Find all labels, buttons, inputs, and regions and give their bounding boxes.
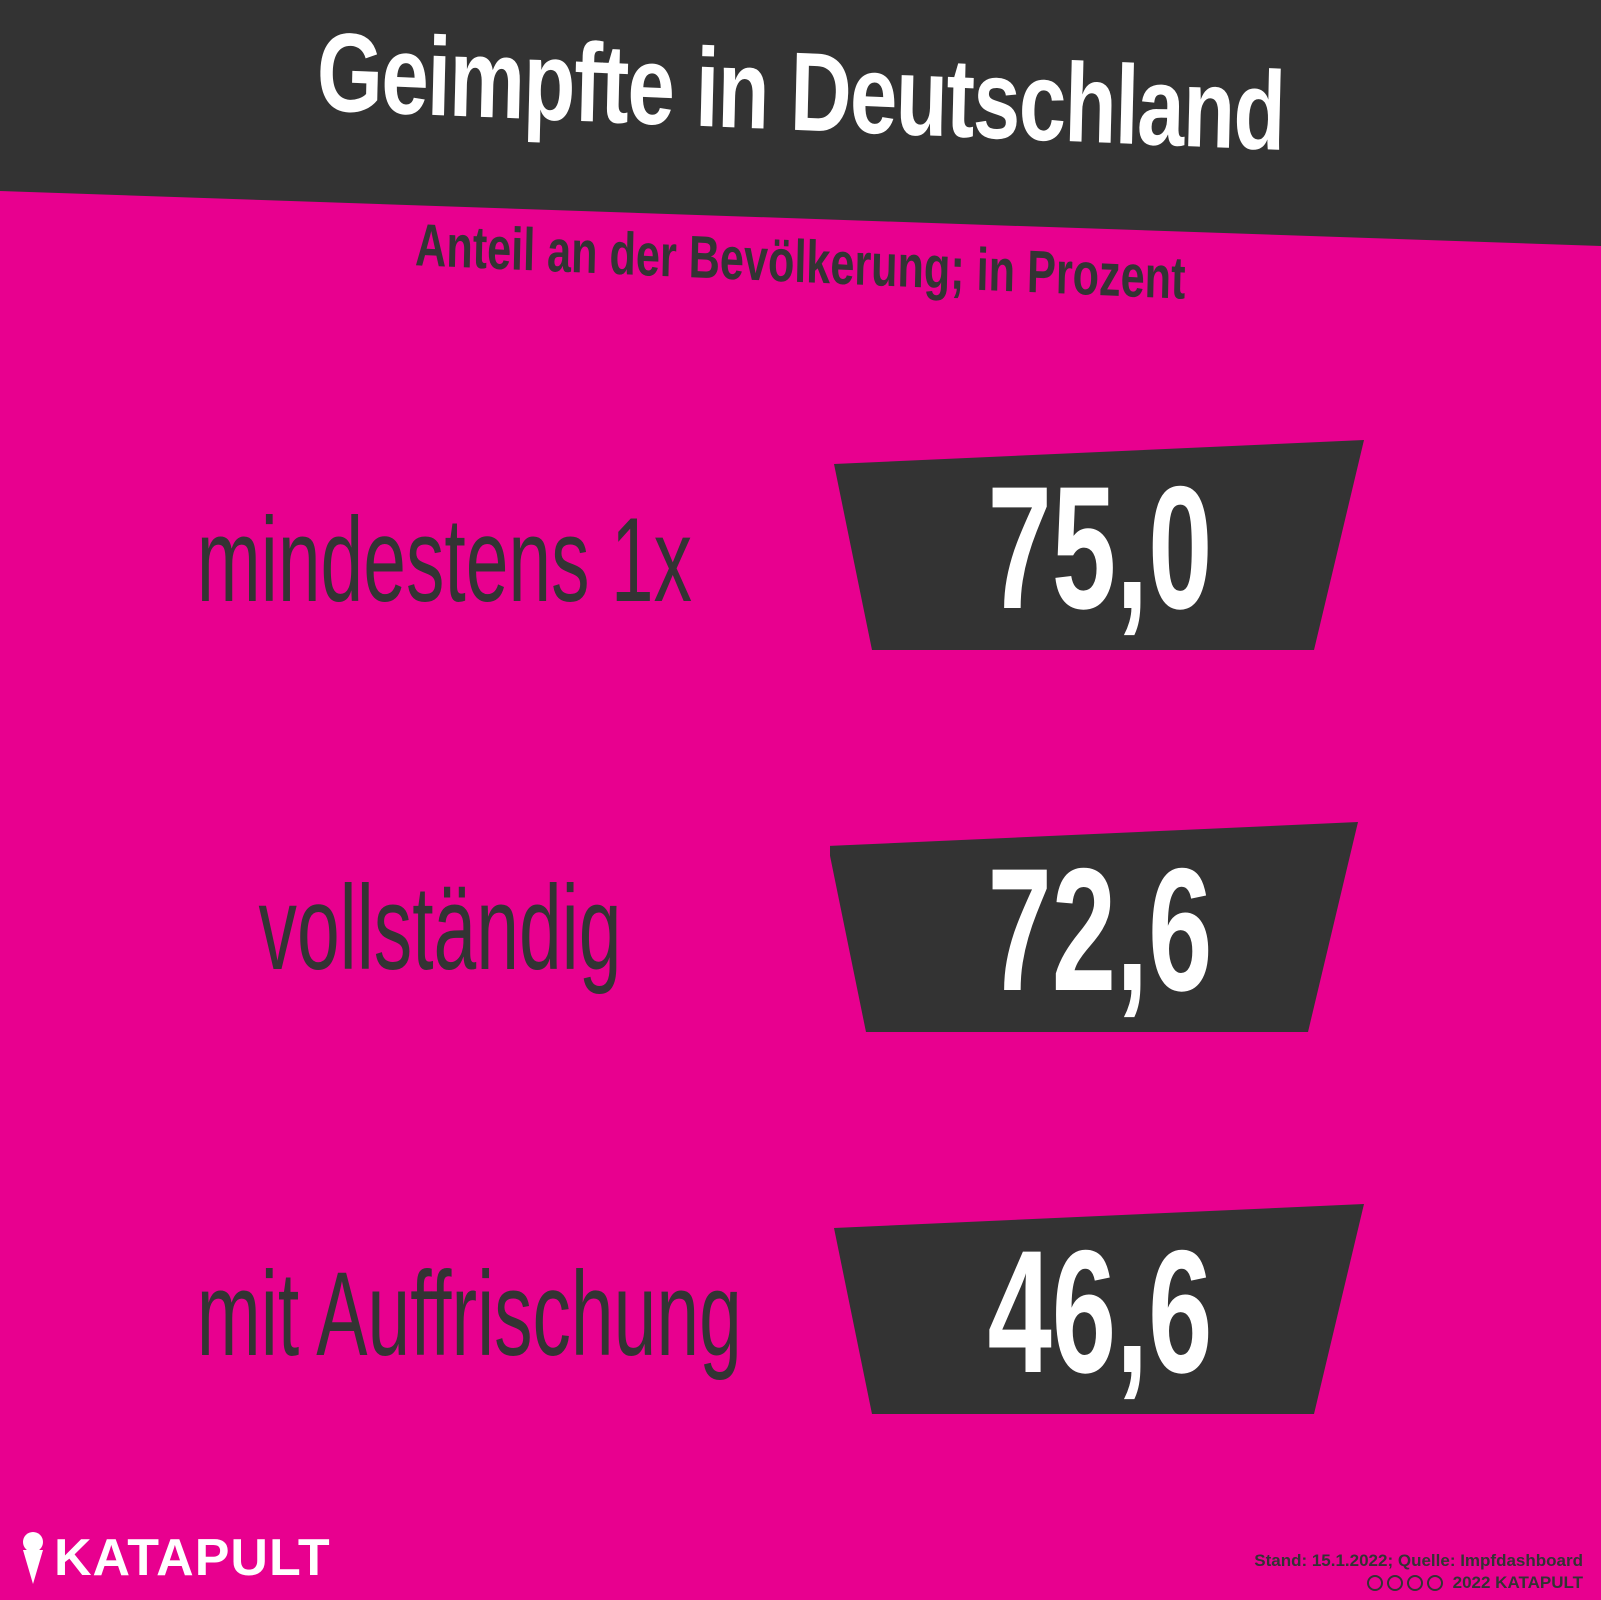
cc-icon [1366, 1574, 1383, 1591]
row-label-first-dose: mindestens 1x [196, 493, 692, 627]
value-full: 72,6 [987, 832, 1213, 1028]
nc-icon [1406, 1574, 1423, 1591]
by-icon [1386, 1574, 1403, 1591]
value-box-shape [834, 1204, 1364, 1414]
license-text: 2022 KATAPULT [1452, 1573, 1583, 1592]
nd-icon [1426, 1574, 1443, 1591]
value-booster: 46,6 [987, 1214, 1213, 1410]
katapult-logo: KATAPULT [20, 1528, 331, 1588]
source-note: Stand: 15.1.2022; Quelle: Impfdashboard [1254, 1551, 1583, 1570]
license-note: 2022 KATAPULT [1366, 1573, 1583, 1592]
value-first-dose: 75,0 [987, 450, 1213, 646]
row-label-full: vollständig [258, 861, 622, 995]
header-band [0, 0, 1601, 246]
value-box-booster: 46,6 [830, 1202, 1370, 1422]
ice-cream-icon [23, 1532, 43, 1584]
logo-text: KATAPULT [54, 1529, 331, 1587]
value-box-shape [830, 822, 1358, 1032]
value-box-full: 72,6 [830, 820, 1370, 1040]
value-box-shape [834, 440, 1364, 650]
row-label-booster: mit Auffrischung [196, 1247, 742, 1381]
value-box-first-dose: 75,0 [830, 438, 1370, 658]
